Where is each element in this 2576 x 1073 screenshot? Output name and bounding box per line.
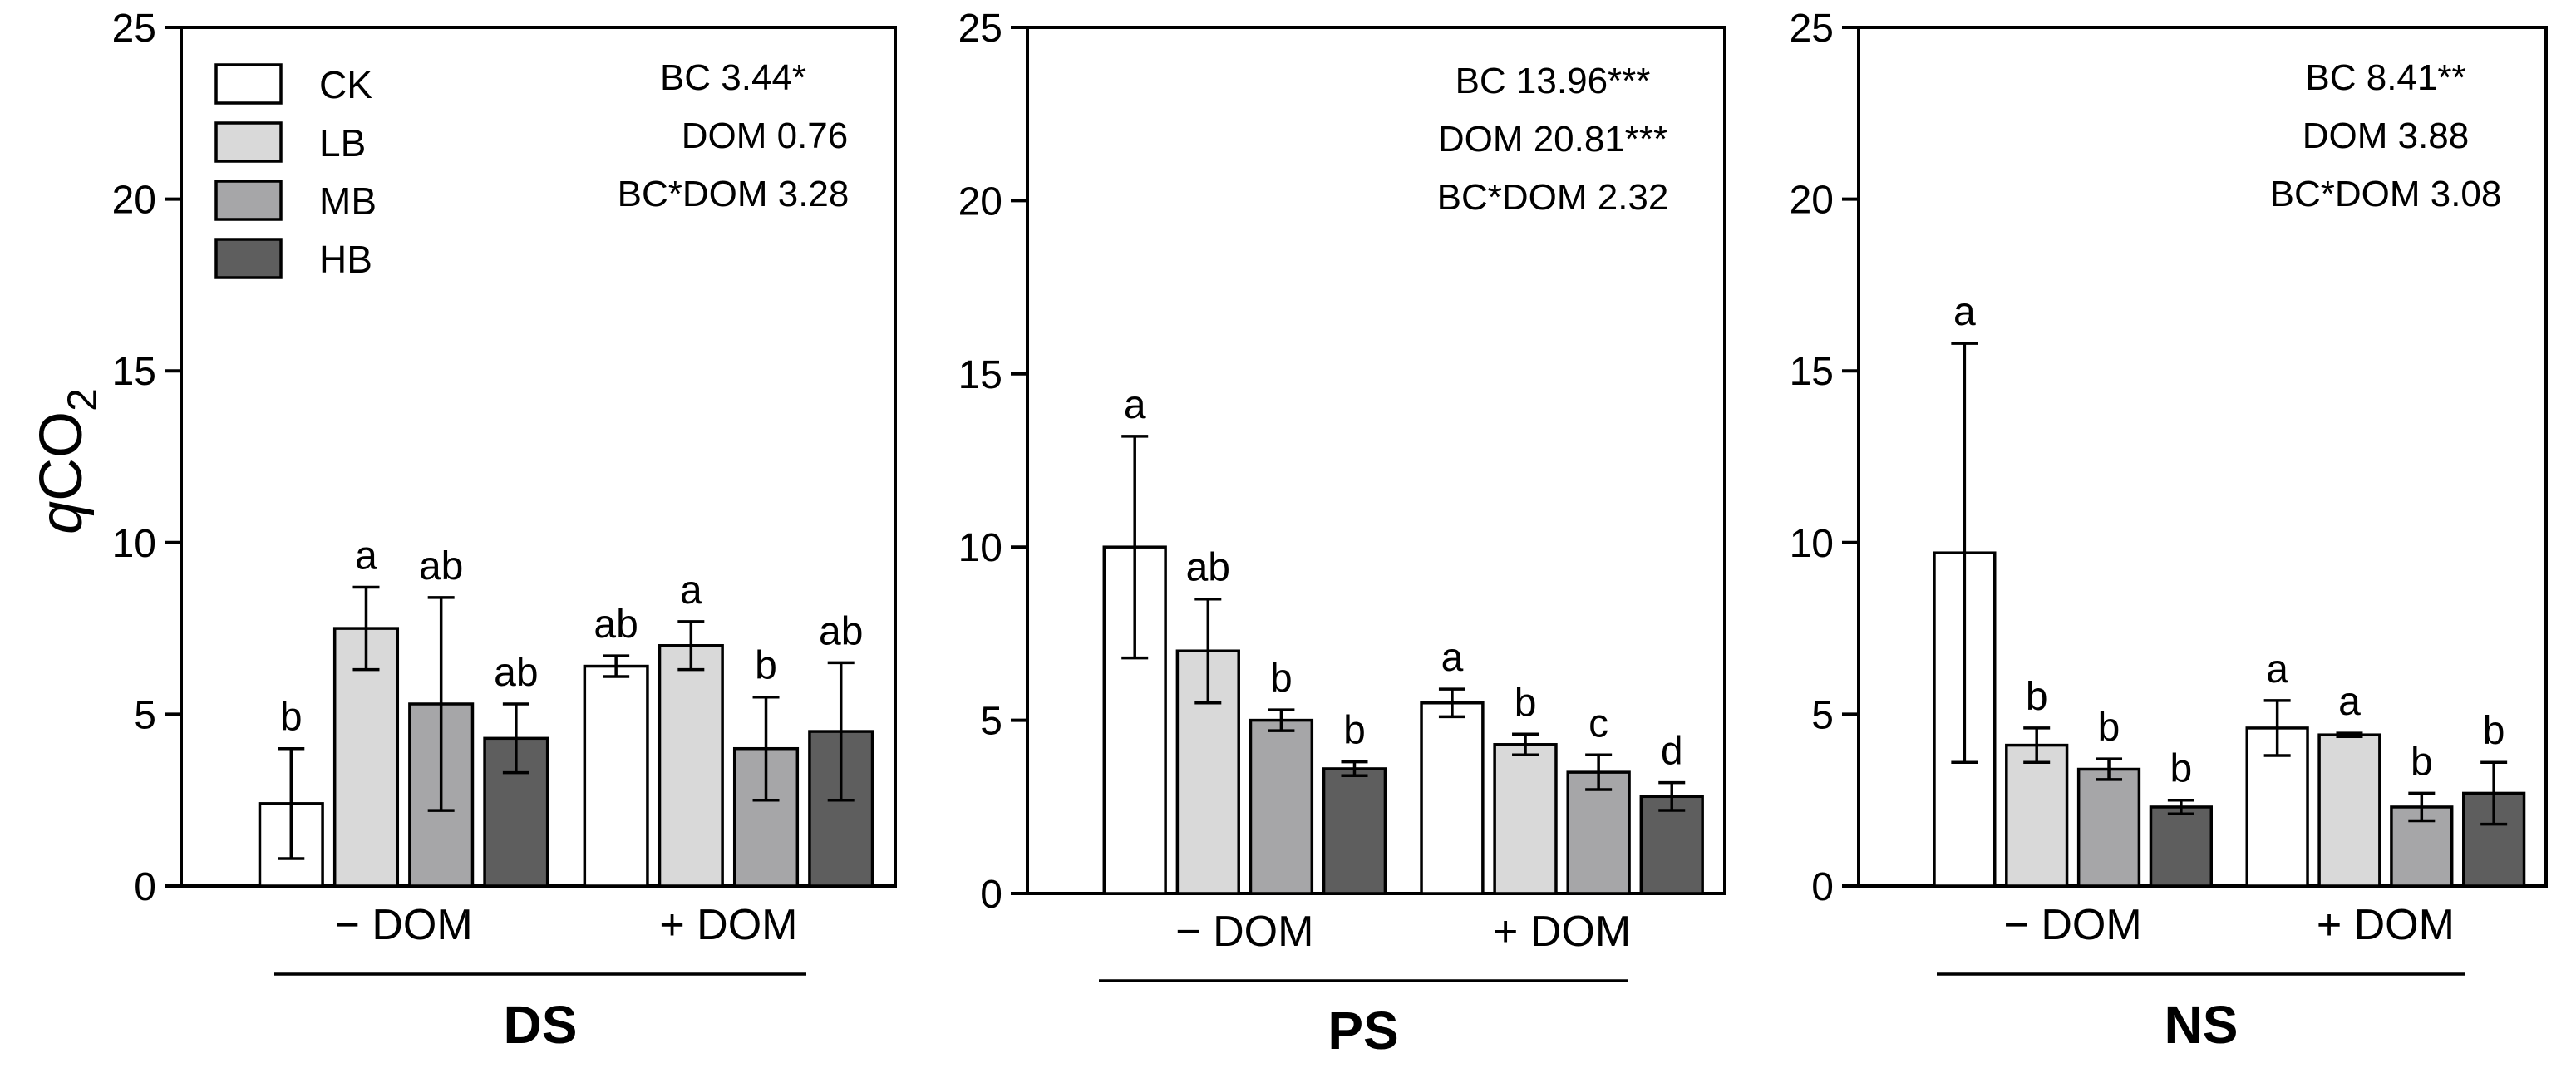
stat-annotation: BC*DOM 3.28 [618, 174, 850, 214]
stat-annotation: BC 13.96*** [1455, 61, 1651, 101]
significance-letter: d [1661, 730, 1683, 774]
bar-lb-minus-dom [2005, 743, 2069, 888]
stat-annotation: BC 3.44* [660, 57, 806, 98]
y-tick-label: 15 [1790, 350, 1834, 394]
bar-mb-minus-dom [1249, 718, 1314, 895]
y-tick-label: 10 [1790, 522, 1834, 566]
significance-letter: b [280, 696, 303, 740]
y-axis-label-main: CO [28, 411, 95, 501]
legend-swatch-ck [214, 63, 283, 105]
stat-annotation: DOM 0.76 [682, 116, 849, 156]
significance-letter: ab [1186, 546, 1230, 590]
significance-letter: b [2483, 709, 2505, 753]
significance-letter: a [680, 568, 702, 613]
significance-letter: b [2098, 706, 2120, 750]
bar-ck-plus-dom [1420, 701, 1485, 895]
stat-annotation: BC*DOM 3.08 [2270, 174, 2502, 214]
significance-letter: b [1515, 681, 1537, 725]
bar-lb-plus-dom [658, 644, 724, 888]
group-label: + DOM [2317, 901, 2455, 949]
significance-letter: b [1343, 709, 1366, 753]
y-tick-label: 0 [1811, 865, 1834, 909]
significance-letter: a [2338, 680, 2361, 724]
group-label: − DOM [2004, 901, 2142, 949]
significance-letter: ab [419, 544, 463, 588]
legend-swatch-hb [214, 238, 283, 279]
significance-letter: ab [594, 603, 638, 647]
y-tick-label: 25 [112, 7, 156, 51]
significance-letter: a [2266, 647, 2288, 692]
site-label: DS [504, 995, 578, 1055]
legend-label-ck: CK [319, 63, 372, 106]
significance-letter: a [1124, 383, 1146, 427]
significance-letter: b [2026, 675, 2048, 719]
group-label: − DOM [335, 901, 473, 949]
significance-letter: a [1441, 636, 1464, 680]
group-label: + DOM [1493, 908, 1631, 956]
site-label: PS [1327, 1001, 1398, 1061]
y-tick-label: 15 [958, 353, 1002, 397]
legend-label-hb: HB [319, 238, 372, 281]
y-tick-label: 0 [134, 865, 156, 909]
legend-label-lb: LB [319, 121, 366, 165]
y-tick-label: 10 [112, 522, 156, 566]
y-tick-label: 20 [958, 180, 1002, 224]
y-tick-label: 5 [134, 693, 156, 737]
bar-lb-plus-dom [1493, 743, 1558, 895]
y-axis-label-italic: q [28, 501, 95, 534]
significance-letter: a [355, 534, 377, 578]
stat-annotation: BC 8.41** [2305, 57, 2465, 98]
legend-label-mb: MB [319, 180, 377, 223]
bar-hb-minus-dom [1322, 767, 1387, 895]
stat-annotation: BC*DOM 2.32 [1437, 177, 1669, 218]
significance-letter: a [1953, 290, 1976, 334]
y-tick-label: 5 [980, 700, 1002, 744]
y-tick-label: 20 [112, 179, 156, 223]
significance-letter: b [2411, 740, 2433, 784]
bar-lb-minus-dom [332, 627, 400, 888]
y-tick-label: 25 [1790, 7, 1834, 51]
y-tick-label: 10 [958, 526, 1002, 570]
bar-mb-minus-dom [2076, 767, 2141, 888]
significance-letter: c [1588, 701, 1608, 746]
bar-hb-minus-dom [2149, 805, 2214, 888]
bar-hb-plus-dom [1639, 795, 1704, 895]
y-axis-label: qCO2 [28, 388, 106, 534]
stat-annotation: DOM 20.81*** [1438, 119, 1667, 160]
legend: CK LB MB HB [214, 63, 377, 281]
y-tick-label: 0 [980, 873, 1002, 917]
stat-annotation: DOM 3.88 [2303, 116, 2470, 156]
panel-ns: 0 5 10 15 20 25 a b b b − DOM a a b b + DOM BC 8.41** DOM… [1790, 7, 2548, 1055]
y-tick-label: 5 [1811, 693, 1834, 737]
significance-letter: ab [494, 651, 538, 695]
y-tick-label: 20 [1790, 179, 1834, 223]
legend-swatch-mb [214, 180, 283, 221]
significance-letter: ab [819, 609, 863, 653]
legend-swatch-lb [214, 121, 283, 163]
group-label: − DOM [1175, 908, 1313, 956]
significance-letter: b [2170, 747, 2193, 791]
significance-letter: b [755, 644, 777, 688]
y-tick-label: 15 [112, 350, 156, 394]
y-axis-label-sub: 2 [59, 388, 106, 411]
group-label: + DOM [659, 901, 797, 949]
bar-lb-plus-dom [2317, 733, 2381, 888]
site-label: NS [2165, 995, 2239, 1055]
significance-letter: b [1270, 657, 1293, 701]
bar-ck-plus-dom [583, 664, 649, 888]
y-tick-label: 25 [958, 7, 1002, 51]
